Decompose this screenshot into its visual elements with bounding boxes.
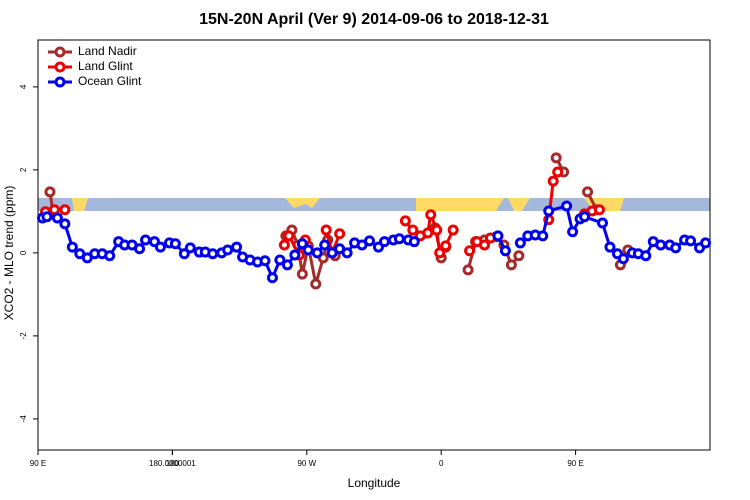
legend-marker xyxy=(54,76,66,88)
y-axis-label: XCO2 - MLO trend (ppm) xyxy=(2,186,16,321)
data-point xyxy=(289,249,301,261)
data-point xyxy=(579,211,591,223)
data-point xyxy=(550,152,562,164)
data-point xyxy=(670,242,682,254)
data-point xyxy=(514,237,526,249)
data-point xyxy=(341,247,353,259)
data-point xyxy=(51,212,63,224)
legend-marker xyxy=(54,61,66,73)
data-point xyxy=(593,204,605,216)
data-point xyxy=(274,254,286,266)
data-point xyxy=(266,272,278,284)
legend-label: Land Glint xyxy=(78,59,133,73)
data-point xyxy=(640,250,652,262)
data-point xyxy=(44,186,56,198)
data-point xyxy=(154,241,166,253)
data-point xyxy=(543,205,555,217)
data-point xyxy=(59,204,71,216)
data-point xyxy=(447,224,459,236)
data-point xyxy=(310,278,322,290)
data-point xyxy=(604,241,616,253)
legend-label: Ocean Glint xyxy=(78,74,142,88)
data-point xyxy=(492,230,504,242)
data-point xyxy=(296,238,308,250)
data-point xyxy=(259,255,271,267)
chart-title: 15N-20N April (Ver 9) 2014-09-06 to 2018… xyxy=(199,11,549,28)
data-point xyxy=(547,175,559,187)
data-point xyxy=(431,224,443,236)
y-tick-label: 2 xyxy=(19,167,28,172)
y-tick-label: 4 xyxy=(19,84,28,89)
data-point xyxy=(66,241,78,253)
data-point xyxy=(425,209,437,221)
data-point xyxy=(462,264,474,276)
data-point xyxy=(104,250,116,262)
data-point xyxy=(464,245,476,257)
data-point xyxy=(140,234,152,246)
data-point xyxy=(184,242,196,254)
data-point xyxy=(222,244,234,256)
series-line xyxy=(48,157,630,285)
data-point xyxy=(231,241,243,253)
data-point xyxy=(296,268,308,280)
data-point xyxy=(311,247,323,259)
data-point xyxy=(582,186,594,198)
data-point xyxy=(48,204,60,216)
data-point xyxy=(505,259,517,271)
data-point xyxy=(537,230,549,242)
x-tick-label: 0 xyxy=(439,459,444,468)
data-point xyxy=(169,238,181,250)
x-tick-label: 180.0000001 xyxy=(149,459,196,468)
data-point xyxy=(596,217,608,229)
data-point xyxy=(134,243,146,255)
x-tick-label: 90 W xyxy=(297,459,316,468)
data-point xyxy=(302,244,314,256)
legend-marker xyxy=(54,46,66,58)
x-tick-label: 180 xyxy=(166,459,180,468)
data-point xyxy=(320,224,332,236)
data-point xyxy=(281,259,293,271)
y-tick-label: 0 xyxy=(19,250,28,255)
data-point xyxy=(207,248,219,260)
data-point xyxy=(685,235,697,247)
x-tick-label: 90 E xyxy=(567,459,583,468)
data-point xyxy=(655,239,667,251)
data-point xyxy=(434,247,446,259)
data-point xyxy=(408,236,420,248)
data-point xyxy=(178,248,190,260)
data-point xyxy=(700,237,712,249)
y-tick-label: -2 xyxy=(19,332,28,340)
data-point xyxy=(422,227,434,239)
data-point xyxy=(499,245,511,257)
y-tick-label: -4 xyxy=(19,415,28,423)
data-point xyxy=(59,218,71,230)
data-point xyxy=(617,253,629,265)
data-point xyxy=(561,200,573,212)
data-point xyxy=(513,250,525,262)
data-point xyxy=(283,230,295,242)
data-point xyxy=(41,211,53,223)
x-axis-label: Longitude xyxy=(348,476,401,490)
data-point xyxy=(552,166,564,178)
data-point xyxy=(278,239,290,251)
data-point xyxy=(479,239,491,251)
data-point xyxy=(567,226,579,238)
land-mask-band xyxy=(38,198,710,211)
data-point xyxy=(364,235,376,247)
data-point xyxy=(334,228,346,240)
data-point xyxy=(378,236,390,248)
data-point xyxy=(407,224,419,236)
x-tick-label: 90 E xyxy=(30,459,46,468)
data-point xyxy=(393,233,405,245)
data-point xyxy=(440,240,452,252)
legend-label: Land Nadir xyxy=(78,44,137,58)
data-point xyxy=(319,239,331,251)
data-point xyxy=(399,215,411,227)
